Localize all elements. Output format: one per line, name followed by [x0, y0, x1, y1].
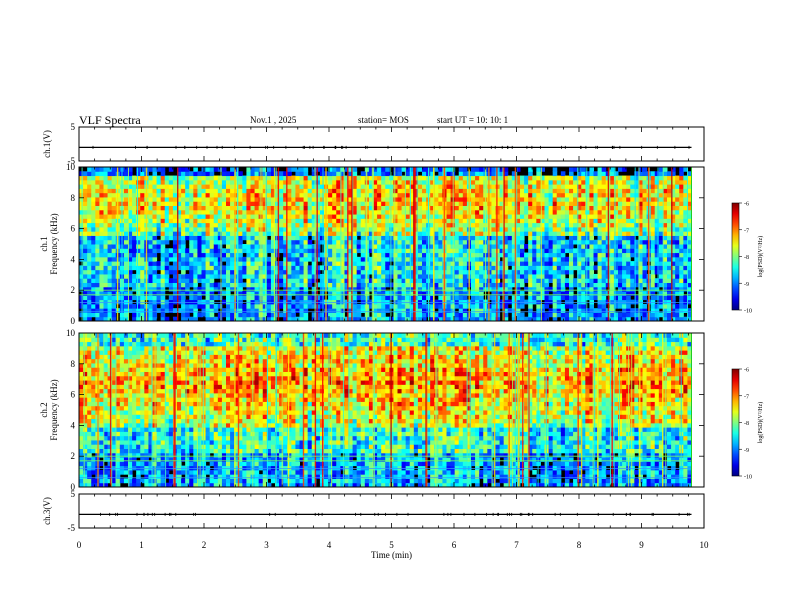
- ch1-voltage-frame: [78, 126, 705, 162]
- ch1-spectrogram-ylabel: Frequency (kHz): [49, 213, 59, 274]
- figure-title: VLF Spectra: [79, 113, 141, 127]
- ch2-spectrogram-colorbar-tick: -6: [744, 368, 749, 374]
- ch2-spectrogram-heatmap: [79, 333, 704, 488]
- x-tick-label: 2: [202, 540, 207, 550]
- x-tick-label: 1: [139, 540, 144, 550]
- ch2-spectrogram-ytick-label: 6: [71, 390, 76, 400]
- ch1-spectrogram-colorbar-tick: -9: [744, 282, 749, 288]
- ch1-spectrogram-colorbar: [731, 202, 740, 311]
- ch3-voltage-ytick-label: 5: [71, 489, 76, 499]
- ch2-spectrogram-colorbar-tick: -10: [744, 475, 752, 481]
- ch3-voltage-frame: [78, 493, 705, 529]
- ch2-spectrogram-ytick-label: 4: [71, 420, 76, 430]
- ch1-spectrogram-ytick-label: 8: [71, 193, 76, 203]
- x-tick-label: 8: [577, 540, 582, 550]
- x-tick-label: 7: [514, 540, 519, 550]
- ch1-spectrogram-colorbar-tick: -7: [744, 228, 749, 234]
- start-time-label: start UT = 10: 10: 1: [437, 115, 509, 125]
- ch2-spectrogram-ytick-label: 10: [66, 328, 76, 338]
- x-tick-label: 0: [77, 540, 82, 550]
- ch1-voltage-ytick-label: 5: [71, 122, 76, 132]
- recording-date: Nov.1 , 2025: [250, 115, 297, 125]
- x-tick-label: 3: [264, 540, 269, 550]
- ch1-spectrogram-ytick-label: 4: [71, 254, 76, 264]
- ch1-spectrogram-ytick-label: 6: [71, 224, 76, 234]
- x-tick-label: 5: [389, 540, 394, 550]
- ch3-voltage-ytick-label: -5: [68, 523, 76, 533]
- ch1-spectrogram-ytick-label: 0: [71, 316, 76, 326]
- x-tick-label: 9: [639, 540, 644, 550]
- station-label: station= MOS: [358, 115, 409, 125]
- ch2-spectrogram-ytick-label: 0: [71, 482, 76, 492]
- ch1-spectrogram-ytick-label: 10: [66, 162, 76, 172]
- ch1-spectrogram-colorbar-tick: -8: [744, 255, 749, 261]
- ch2-spectrogram-colorbar-tick: -7: [744, 394, 749, 400]
- ch1-spectrogram-heatmap: [79, 167, 704, 322]
- ch1-spectrogram-ytick-label: 2: [71, 285, 76, 295]
- ch1-spectrogram-colorbar-tick: -6: [744, 202, 749, 208]
- ch2-spectrogram-channel-label: ch.2: [39, 402, 49, 417]
- ch2-spectrogram-colorbar-tick: -9: [744, 448, 749, 454]
- ch2-spectrogram-colorbar-tick: -8: [744, 421, 749, 427]
- ch3-voltage-ylabel: ch.3(V): [42, 497, 52, 525]
- ch2-spectrogram-colorbar-label: log(PSD)(V²/Hz): [757, 402, 764, 443]
- x-tick-label: 6: [452, 540, 457, 550]
- ch1-voltage-ytick-label: -5: [68, 156, 76, 166]
- x-axis-label: Time (min): [371, 550, 412, 560]
- ch2-spectrogram-ylabel: Frequency (kHz): [49, 379, 59, 440]
- x-tick-label: 10: [700, 540, 710, 550]
- ch1-voltage-ylabel: ch.1(V): [42, 130, 52, 158]
- ch2-spectrogram-ytick-label: 8: [71, 359, 76, 369]
- ch1-spectrogram-colorbar-tick: -10: [744, 309, 752, 315]
- ch2-spectrogram-colorbar: [731, 368, 740, 477]
- ch2-spectrogram-ytick-label: 2: [71, 451, 76, 461]
- ch1-spectrogram-channel-label: ch.1: [39, 236, 49, 251]
- x-tick-label: 4: [327, 540, 332, 550]
- ch1-spectrogram-colorbar-label: log(PSD)(V²/Hz): [757, 236, 764, 277]
